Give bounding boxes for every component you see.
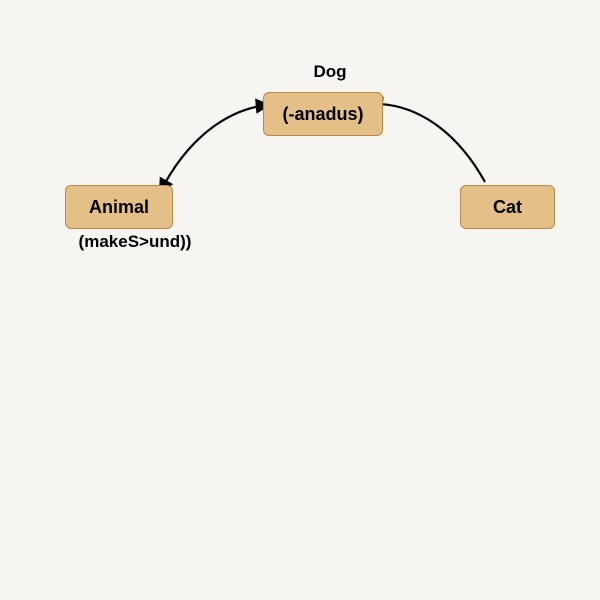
node-cat-label: Cat <box>493 197 522 218</box>
node-cat: Cat <box>460 185 555 229</box>
node-dog: (-anadus) <box>263 92 383 136</box>
edge-cat-dog <box>380 104 485 182</box>
edge-animal-dog <box>165 105 268 183</box>
caption-animal-sub: (makeS>und)) <box>55 232 215 252</box>
node-animal: Animal <box>65 185 173 229</box>
caption-animal-sub-text: (makeS>und)) <box>79 232 192 251</box>
node-dog-label: (-anadus) <box>283 104 364 125</box>
edges-layer <box>0 0 600 600</box>
caption-dog-title-text: Dog <box>313 62 346 81</box>
caption-dog-title: Dog <box>280 62 380 82</box>
diagram-canvas: Animal (-anadus) Cat Dog (makeS>und)) <box>0 0 600 600</box>
node-animal-label: Animal <box>89 197 149 218</box>
